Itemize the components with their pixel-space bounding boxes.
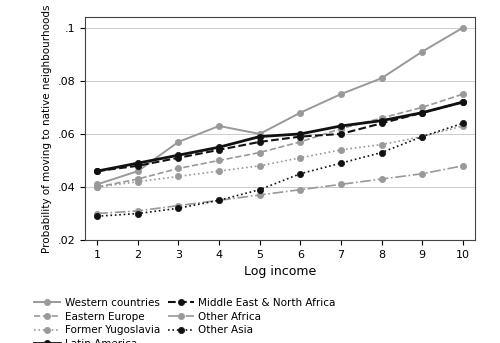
Y-axis label: Probability of moving to native neighbourhoods: Probability of moving to native neighbou… (42, 4, 52, 253)
X-axis label: Log income: Log income (244, 265, 316, 279)
Legend: Western countries, Eastern Europe, Former Yugoslavia, Latin America, Middle East: Western countries, Eastern Europe, Forme… (34, 298, 336, 343)
